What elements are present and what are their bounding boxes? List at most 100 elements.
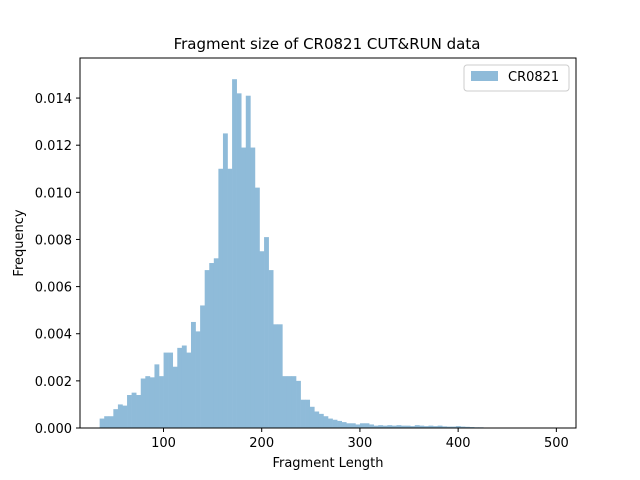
histogram-bar (145, 376, 151, 428)
histogram-bar (250, 147, 256, 429)
histogram-bar (108, 416, 114, 428)
histogram-bar (396, 425, 402, 428)
legend-swatch (471, 71, 498, 81)
histogram-bar (232, 79, 237, 429)
y-tick-label: 0.000 (35, 422, 72, 437)
x-axis: 100 200 300 400 500 (151, 428, 569, 451)
histogram-bar (181, 345, 187, 428)
histogram-bar (391, 425, 397, 428)
histogram-bar (127, 395, 132, 428)
histogram-bar (300, 399, 306, 428)
plot-frame (79, 57, 577, 429)
histogram-bar (451, 426, 457, 428)
histogram-bar (405, 425, 411, 428)
histogram-bar (428, 425, 434, 428)
x-tick-label: 100 (151, 436, 176, 451)
histogram-bar (163, 352, 169, 428)
histogram-bar (414, 425, 420, 428)
histogram-bar (369, 424, 374, 428)
histogram-bar (136, 395, 142, 428)
histogram-bar (204, 270, 210, 428)
histogram-bar (373, 425, 379, 428)
histogram-bar (241, 147, 247, 429)
y-tick-label: 0.008 (35, 233, 72, 248)
histogram-bar (442, 426, 448, 428)
y-tick-label: 0.004 (35, 328, 72, 343)
histogram-bar (222, 133, 228, 428)
histogram-bar (460, 426, 466, 428)
histogram-bar (410, 426, 416, 428)
histogram-bar (99, 418, 105, 428)
histogram-bar (337, 420, 342, 428)
histogram-bar (378, 425, 384, 428)
histogram-bar (314, 411, 320, 428)
histogram-bar (346, 423, 352, 428)
histogram-bar (382, 425, 388, 428)
histogram-bar (286, 376, 292, 428)
histogram-bar (264, 237, 269, 428)
histogram-bar (245, 95, 251, 429)
histogram-bar (437, 425, 443, 428)
histogram-bar (387, 425, 393, 428)
histogram-bar (236, 93, 242, 428)
histogram-bar (259, 251, 265, 428)
histogram-bar (309, 406, 315, 428)
histogram-bar (254, 187, 260, 428)
y-axis: 0.000 0.002 0.004 0.006 0.008 0.010 0.012 0.014 (35, 92, 80, 437)
histogram-bar (186, 352, 192, 428)
histogram-bar (117, 404, 123, 428)
histogram-bar (122, 405, 128, 428)
histogram-bar (273, 324, 279, 428)
chart-title: Fragment size of CR0821 CUT&RUN data (174, 35, 481, 53)
histogram-bar (154, 364, 160, 428)
histogram-bar (423, 426, 429, 428)
histogram-bar (305, 399, 311, 428)
histogram-bar (282, 376, 288, 428)
y-tick-label: 0.010 (35, 186, 72, 201)
histogram-bar (318, 413, 324, 428)
histogram-bar (104, 416, 110, 428)
histogram-bar (350, 423, 356, 428)
histogram-bar (364, 423, 370, 428)
x-tick-label: 200 (249, 436, 274, 451)
histogram-bar (323, 416, 329, 428)
histogram-bar (433, 426, 438, 428)
histogram-bar (149, 377, 155, 428)
histogram-bar (277, 324, 283, 428)
histogram-bar (218, 168, 224, 428)
histogram-bar (355, 424, 361, 428)
histogram-bar (190, 321, 196, 428)
histogram-bar (341, 422, 347, 428)
histogram-bar (168, 352, 174, 428)
histogram-bar (159, 376, 164, 428)
histogram-bar (140, 378, 146, 428)
x-tick-label: 500 (544, 436, 569, 451)
x-axis-label: Fragment Length (272, 456, 383, 471)
y-tick-label: 0.014 (35, 92, 72, 107)
histogram-bar (213, 258, 219, 428)
histogram-bar (296, 380, 301, 428)
histogram-bar (113, 409, 119, 428)
y-axis-label: Frequency (12, 209, 27, 276)
histogram-bar (177, 347, 183, 428)
histogram-bar (401, 425, 406, 428)
histogram-bar (268, 270, 274, 428)
histogram-bar (465, 426, 470, 428)
histogram-bar (419, 425, 425, 428)
histogram-bar (200, 305, 205, 428)
y-tick-label: 0.006 (35, 281, 72, 296)
histogram-bar (209, 263, 215, 428)
histogram-bars (99, 79, 557, 429)
histogram-bar (332, 419, 338, 428)
histogram-bar (455, 426, 461, 428)
histogram-bar (446, 426, 452, 428)
y-tick-label: 0.002 (35, 375, 72, 390)
histogram-bar (328, 418, 333, 428)
histogram-bar (195, 331, 201, 428)
histogram-bar (131, 392, 137, 428)
x-tick-label: 300 (348, 436, 373, 451)
x-tick-label: 400 (446, 436, 471, 451)
legend-label: CR0821 (508, 70, 559, 85)
histogram-bar (291, 376, 297, 428)
